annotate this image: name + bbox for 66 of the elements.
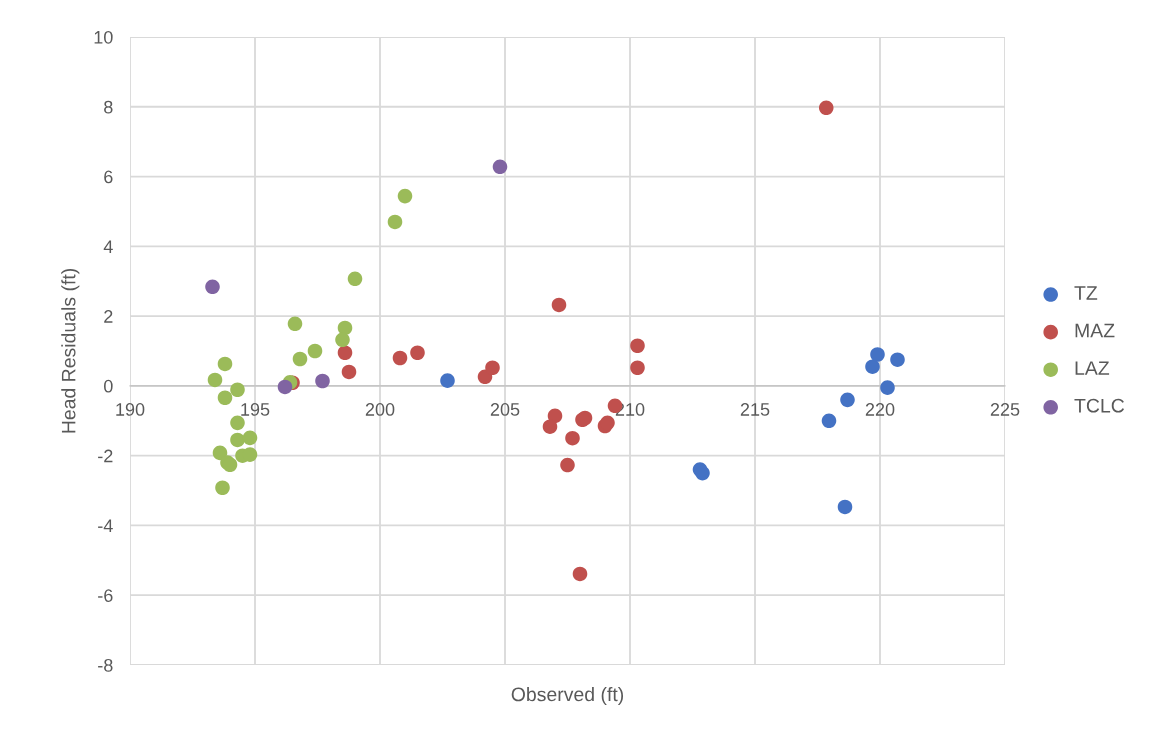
- point: [440, 373, 455, 388]
- point: [205, 279, 220, 295]
- point: [341, 364, 357, 380]
- point: [217, 356, 233, 372]
- point: [387, 214, 403, 230]
- point: [880, 380, 895, 395]
- x-tick-label: 215: [740, 403, 770, 416]
- point: [230, 432, 245, 448]
- point: [485, 360, 500, 376]
- point: [890, 352, 905, 368]
- point: [287, 316, 303, 332]
- point: [821, 413, 837, 429]
- point: [565, 430, 580, 446]
- point: [630, 338, 645, 354]
- y-tick-label: -2: [98, 449, 113, 463]
- y-tick-label: 6: [104, 170, 113, 184]
- point: [217, 390, 233, 406]
- point: [865, 359, 880, 374]
- point: [392, 350, 408, 366]
- point: [492, 159, 508, 175]
- point: [215, 480, 230, 496]
- point: [292, 351, 308, 367]
- point: [818, 100, 834, 116]
- y-tick-label: -8: [98, 658, 113, 672]
- y-tick-label: -6: [98, 589, 113, 602]
- point: [337, 345, 353, 361]
- point: [560, 457, 575, 473]
- point: [837, 499, 853, 515]
- legend-label: MAZ: [1075, 323, 1115, 338]
- point: [542, 419, 558, 434]
- x-tick-label: 200: [365, 403, 395, 416]
- point: [230, 415, 245, 431]
- x-tick-label: 205: [490, 403, 520, 416]
- point: [397, 188, 413, 204]
- y-axis-title: Head Residuals (ft): [61, 268, 80, 433]
- point: [572, 566, 588, 582]
- x-tick-label: 190: [116, 403, 145, 416]
- point: [230, 382, 245, 398]
- point: [307, 343, 323, 359]
- y-tick-label: 0: [104, 379, 113, 393]
- legend-label: TZ: [1074, 286, 1098, 300]
- y-tick-label: 4: [103, 240, 113, 253]
- x-axis-title: Observed (ft): [511, 686, 624, 706]
- x-tick-label: 225: [990, 403, 1020, 416]
- point: [242, 430, 258, 446]
- x-tick-label: 195: [241, 403, 270, 416]
- y-tick-label: 2: [104, 310, 113, 323]
- x-tick-label: 220: [865, 403, 895, 416]
- point: [695, 465, 710, 481]
- y-tick-label: 10: [94, 30, 113, 44]
- point: [207, 372, 223, 388]
- point: [315, 373, 330, 389]
- point: [551, 297, 567, 313]
- point: [277, 379, 293, 395]
- y-tick-label: 8: [104, 100, 113, 114]
- point: [212, 445, 228, 461]
- point: [335, 332, 350, 348]
- point: [347, 271, 363, 287]
- point: [337, 320, 353, 336]
- legend-label: TCLC: [1074, 398, 1125, 413]
- point: [840, 392, 855, 408]
- legend-label: LAZ: [1075, 361, 1110, 375]
- y-tick-label: -4: [98, 519, 113, 532]
- point: [410, 345, 425, 361]
- point: [630, 360, 645, 376]
- point: [870, 347, 885, 362]
